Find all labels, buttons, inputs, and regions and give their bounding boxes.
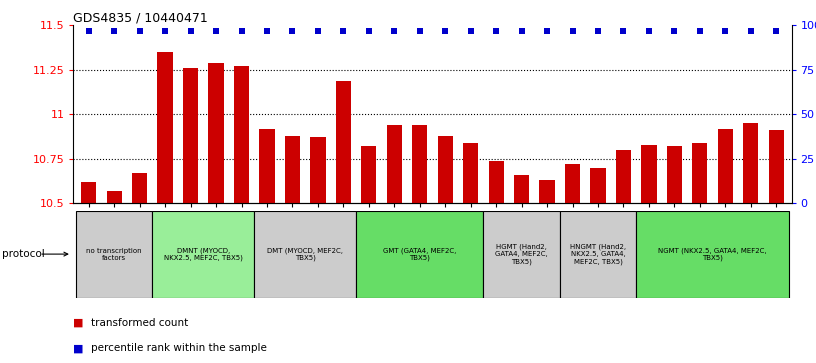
Point — [592, 28, 605, 34]
Bar — [514, 175, 530, 203]
Point — [337, 28, 350, 34]
Bar — [489, 160, 503, 203]
Bar — [636, 211, 789, 298]
Point — [133, 28, 146, 34]
Text: HGMT (Hand2,
GATA4, MEF2C,
TBX5): HGMT (Hand2, GATA4, MEF2C, TBX5) — [495, 244, 548, 265]
Point — [235, 28, 248, 34]
Point — [744, 28, 757, 34]
Bar — [361, 146, 376, 203]
Bar — [560, 211, 636, 298]
Bar — [285, 136, 300, 203]
Bar — [157, 52, 173, 203]
Point — [108, 28, 121, 34]
Point — [158, 28, 171, 34]
Point — [312, 28, 325, 34]
Bar — [437, 136, 453, 203]
Bar — [81, 182, 96, 203]
Point — [286, 28, 299, 34]
Point — [515, 28, 528, 34]
Point — [388, 28, 401, 34]
Point — [413, 28, 426, 34]
Bar — [234, 66, 249, 203]
Text: DMNT (MYOCD,
NKX2.5, MEF2C, TBX5): DMNT (MYOCD, NKX2.5, MEF2C, TBX5) — [164, 247, 242, 261]
Point — [184, 28, 197, 34]
Point — [694, 28, 707, 34]
Bar — [107, 191, 122, 203]
Text: HNGMT (Hand2,
NKX2.5, GATA4,
MEF2C, TBX5): HNGMT (Hand2, NKX2.5, GATA4, MEF2C, TBX5… — [570, 244, 626, 265]
Bar — [310, 138, 326, 203]
Bar — [463, 143, 478, 203]
Point — [667, 28, 681, 34]
Bar — [718, 129, 733, 203]
Point — [540, 28, 553, 34]
Bar — [616, 150, 631, 203]
Bar — [387, 125, 402, 203]
Bar — [412, 125, 428, 203]
Point — [210, 28, 223, 34]
Point — [439, 28, 452, 34]
Bar — [641, 144, 657, 203]
Bar — [255, 211, 356, 298]
Bar — [483, 211, 560, 298]
Text: NGMT (NKX2.5, GATA4, MEF2C,
TBX5): NGMT (NKX2.5, GATA4, MEF2C, TBX5) — [659, 247, 767, 261]
Bar — [335, 81, 351, 203]
Bar — [356, 211, 483, 298]
Bar — [539, 180, 555, 203]
Text: GMT (GATA4, MEF2C,
TBX5): GMT (GATA4, MEF2C, TBX5) — [383, 247, 456, 261]
Bar — [153, 211, 255, 298]
Point — [260, 28, 273, 34]
Point — [617, 28, 630, 34]
Text: ■: ■ — [73, 318, 84, 328]
Point — [719, 28, 732, 34]
Point — [769, 28, 783, 34]
Bar — [692, 143, 707, 203]
Point — [566, 28, 579, 34]
Point — [82, 28, 95, 34]
Text: percentile rank within the sample: percentile rank within the sample — [91, 343, 268, 354]
Bar — [76, 211, 153, 298]
Bar — [565, 164, 580, 203]
Bar — [208, 63, 224, 203]
Text: transformed count: transformed count — [91, 318, 188, 328]
Text: protocol: protocol — [2, 249, 45, 259]
Bar — [590, 168, 605, 203]
Text: DMT (MYOCD, MEF2C,
TBX5): DMT (MYOCD, MEF2C, TBX5) — [267, 247, 344, 261]
Point — [362, 28, 375, 34]
Bar — [259, 129, 275, 203]
Bar — [667, 146, 682, 203]
Text: ■: ■ — [73, 343, 84, 354]
Point — [490, 28, 503, 34]
Bar — [132, 173, 147, 203]
Bar — [743, 123, 758, 203]
Text: no transcription
factors: no transcription factors — [86, 248, 142, 261]
Bar — [183, 68, 198, 203]
Point — [642, 28, 655, 34]
Bar — [769, 130, 784, 203]
Point — [464, 28, 477, 34]
Text: GDS4835 / 10440471: GDS4835 / 10440471 — [73, 11, 208, 24]
